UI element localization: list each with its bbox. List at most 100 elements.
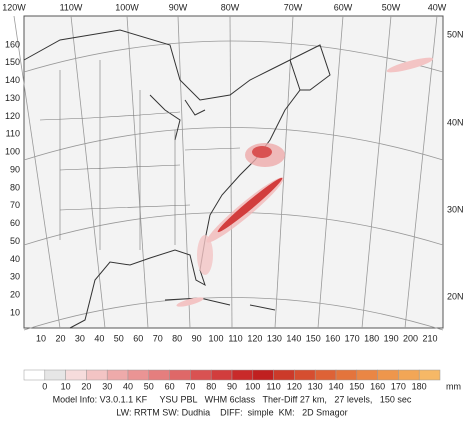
colorbar-swatch [294,369,316,381]
coastline [289,44,331,91]
colorbar-label: 60 [165,381,175,391]
colorbar-label: 40 [123,381,133,391]
longitude-label: 40W [428,2,447,12]
grid-index-label: 50 [114,333,124,343]
colorbar-label: 140 [328,381,343,391]
grid-index-label: 80 [172,333,182,343]
longitude-line [317,15,344,329]
grid-index-label: 50 [10,236,20,246]
latitude-line [23,127,444,161]
colorbar-swatch [210,369,233,381]
colorbar-label: 180 [412,381,427,391]
grid-index-label: 130 [5,93,20,103]
longitude-label: 110W [60,2,83,12]
longitude-line [13,15,61,329]
map-frame [23,15,444,329]
colorbar-label: 150 [349,381,364,391]
coastline [23,29,301,329]
grid-index-label: 160 [5,39,20,49]
colorbar-label: 160 [370,381,385,391]
longitude-line [229,15,233,329]
grid-index-label: 60 [133,333,143,343]
longitude-line [361,15,392,329]
colorbar-swatch [148,369,170,381]
lakes [149,94,206,141]
grid-index-label: 20 [55,333,65,343]
grid-index-label: 30 [10,272,20,282]
latitude-label: 30N [447,204,464,214]
colorbar-swatch [418,369,441,381]
precip-area [176,297,204,307]
grid-index-label: 120 [247,333,262,343]
grid-index-label: 100 [5,147,20,157]
longitude-line [126,15,149,329]
longitude-line [70,15,106,329]
colorbar-swatch [106,369,129,381]
colorbar-swatch [252,369,274,381]
grid-index-label: 10 [10,307,20,317]
grid-index-label: 190 [384,333,399,343]
longitude-line [404,15,438,329]
colorbar-label: 70 [185,381,195,391]
grid-index-label: 40 [10,254,20,264]
grid-index-label: 140 [5,75,20,85]
grid-index-label: 60 [10,218,20,228]
grid-index-label: 120 [5,111,20,121]
colorbar-label: 90 [227,381,237,391]
model-info: Model Info: V3.0.1.1 KF YSU PBL WHM 6cla… [53,394,412,404]
colorbar-swatch [356,369,378,381]
grid-index-label: 150 [5,57,20,67]
grid-index-label: 30 [75,333,85,343]
colorbar-swatch [23,369,46,381]
colorbar-swatch [314,369,337,381]
precip-area [252,146,272,158]
longitude-label: 90W [169,2,188,12]
colorbar-label: 30 [102,381,112,391]
precip-area [217,177,283,233]
grid-index-label: 180 [364,333,379,343]
longitude-label: 60W [334,2,353,12]
grid-index-label: 70 [10,200,20,210]
grid-index-label: 90 [192,333,202,343]
colorbar-swatch [190,369,212,381]
colorbar-label: 0 [42,381,47,391]
colorbar-label: 130 [308,381,323,391]
grid-index-label: 100 [209,333,224,343]
latitude-label: 40N [447,117,464,127]
grid-index-label: 70 [153,333,163,343]
precip-area [386,57,434,73]
grid-index-label: 210 [422,333,437,343]
grid-index-label: 20 [10,290,20,300]
longitude-label: 100W [115,2,139,12]
grid-index-label: 40 [94,333,104,343]
grid-index-label: 160 [325,333,340,343]
colorbar-label: 50 [144,381,154,391]
colorbar-swatch [169,369,191,381]
colorbar-swatch [44,369,66,381]
colorbar-swatch [398,369,420,381]
grid-index-label: 150 [306,333,321,343]
grid-index-label: 110 [228,333,242,343]
borders [39,60,241,250]
colorbar-label: 100 [245,381,260,391]
colorbar-label: 170 [391,381,406,391]
colorbar-label: 20 [81,381,91,391]
colorbar-swatch [86,369,108,381]
longitude-line [274,15,294,329]
grid-index-label: 140 [286,333,301,343]
colorbar-swatch [231,369,254,381]
grid-index-label: 170 [345,333,360,343]
longitude-label: 50W [382,2,401,12]
colorbar-swatch [335,369,358,381]
latitude-line [23,40,444,73]
colorbar-label: 120 [287,381,302,391]
colorbar-swatch [273,369,295,381]
grid-index-label: 110 [6,129,20,139]
precip-area [197,235,213,275]
grid-index-label: 10 [36,333,46,343]
colorbar-label: 110 [266,381,280,391]
grid-index-label: 90 [10,164,20,174]
precip-plume [176,57,434,307]
colorbar-label: 80 [206,381,216,391]
